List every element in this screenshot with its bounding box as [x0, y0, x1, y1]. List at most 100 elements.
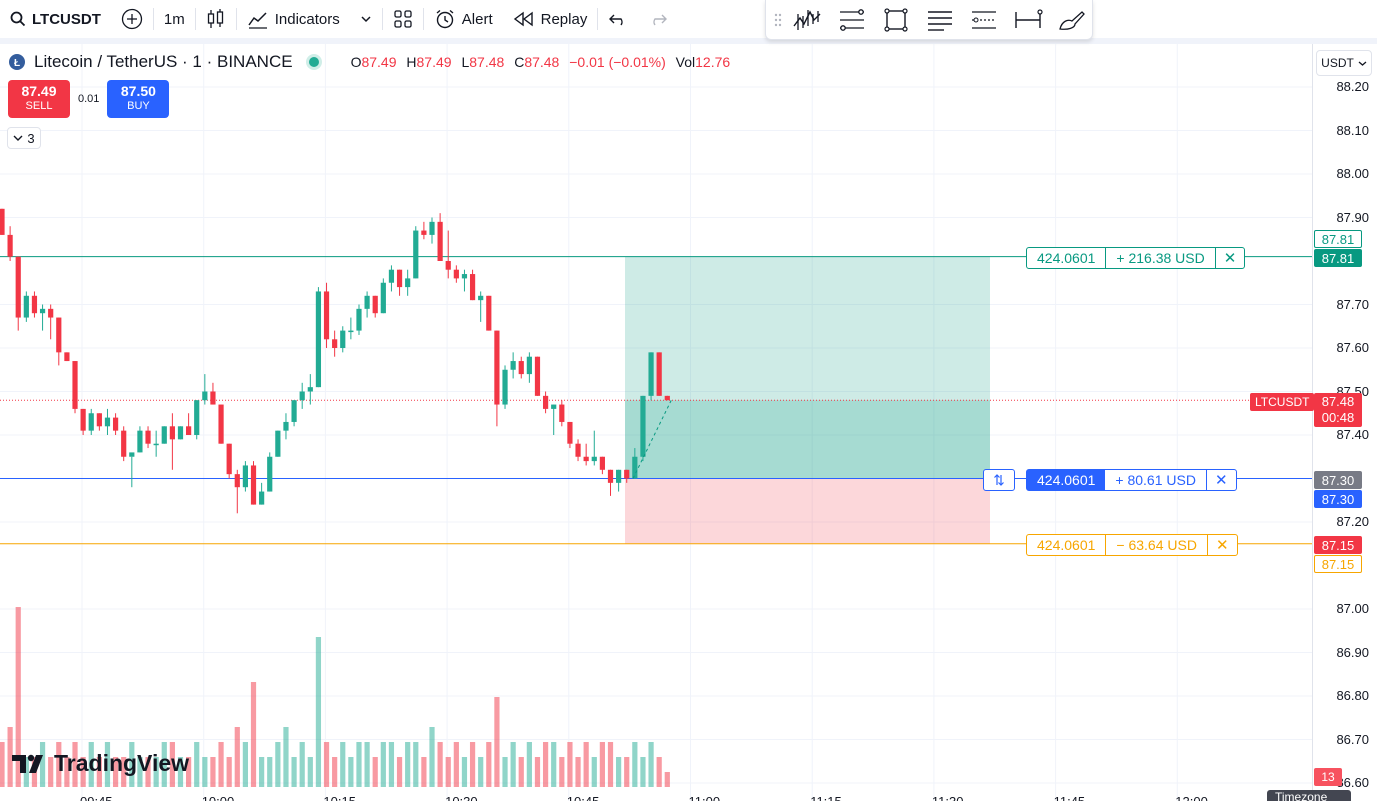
buy-label: BUY — [127, 100, 150, 112]
candle-body — [234, 474, 240, 488]
indicator-templates-button[interactable] — [350, 0, 382, 38]
undo-button[interactable] — [598, 0, 638, 38]
fib-tool-button[interactable] — [832, 5, 872, 35]
divider — [194, 8, 196, 30]
entry-axis-tag[interactable]: 87.30 — [1314, 490, 1362, 508]
measure-tool-button[interactable] — [1008, 5, 1048, 35]
close-icon[interactable]: ✕ — [1215, 537, 1229, 554]
volume-bar — [332, 757, 338, 787]
candle-body — [356, 308, 362, 331]
symbol-search-button[interactable]: LTCUSDT — [0, 0, 111, 38]
timezone-button[interactable]: Timezone — [1267, 790, 1351, 801]
text-tool-button[interactable] — [920, 5, 960, 35]
buy-button[interactable]: 87.50 BUY — [107, 80, 170, 118]
volume-bar — [607, 742, 614, 787]
position-path-line — [632, 399, 672, 479]
indicators-button[interactable]: Indicators — [237, 0, 350, 38]
volume-bar — [405, 742, 411, 787]
candle-body — [624, 469, 630, 479]
candle-body — [421, 230, 427, 235]
candle-body — [599, 456, 605, 470]
volume-bar — [194, 742, 200, 787]
candle-body — [299, 391, 305, 401]
sell-button[interactable]: 87.49 SELL — [8, 80, 70, 118]
take-profit-label[interactable]: 424.0601 + 216.38 USD ✕ — [1026, 247, 1246, 269]
candle-body — [607, 469, 614, 483]
candle-body — [145, 430, 151, 444]
candle-body — [567, 421, 573, 444]
interval-button[interactable]: 1m — [154, 0, 195, 38]
redo-button[interactable] — [638, 0, 678, 38]
candle-body — [23, 295, 29, 318]
volume-bar — [291, 757, 297, 787]
profit-zone — [625, 256, 990, 479]
stop-loss-label[interactable]: 424.0601 − 63.64 USD ✕ — [1026, 534, 1238, 556]
pattern-icon — [793, 9, 821, 30]
alert-button[interactable]: Alert — [424, 0, 503, 38]
entry-qty: 424.0601 — [1027, 470, 1106, 490]
chevron-down-icon — [361, 16, 371, 23]
candle-body — [413, 230, 419, 279]
candle-body — [461, 274, 468, 279]
stop-loss-axis-tag[interactable]: 87.15 — [1314, 536, 1362, 554]
candle-body — [332, 339, 338, 348]
indicators-collapse-button[interactable]: 3 — [7, 127, 41, 149]
candle-body — [137, 430, 143, 453]
divider — [381, 8, 383, 30]
loss-zone — [625, 478, 990, 544]
candle-body — [307, 387, 313, 392]
position-tool-button[interactable] — [964, 5, 1004, 35]
candle-body — [494, 330, 500, 405]
candle-body — [632, 456, 638, 479]
drag-handle[interactable] — [774, 10, 784, 30]
rectangle-tool-button[interactable] — [876, 5, 916, 35]
toolbar-bottom-border — [0, 38, 1377, 44]
chart-type-button[interactable] — [196, 0, 236, 38]
volume-bar — [542, 742, 549, 787]
candle-body — [259, 491, 265, 505]
volume-bar — [510, 742, 516, 787]
candle-body — [210, 391, 216, 405]
drawing-toolbar — [765, 0, 1093, 40]
volume-bar — [599, 742, 605, 787]
chevron-down-icon — [13, 135, 23, 141]
candle-body — [112, 417, 119, 431]
candle-body — [39, 308, 46, 314]
take-profit-axis-tag[interactable]: 87.81 — [1314, 249, 1362, 267]
close-icon[interactable]: ✕ — [1214, 472, 1228, 489]
volume-bar — [96, 757, 102, 787]
candle-body — [267, 456, 273, 492]
chevron-down-icon — [1358, 61, 1367, 66]
bar-countdown: 00:48 — [1321, 410, 1355, 425]
change-value: −0.01 (−0.01%) — [569, 54, 666, 70]
volume-bar — [421, 757, 427, 787]
pattern-tool-button[interactable] — [788, 5, 828, 35]
candle-body — [648, 352, 654, 396]
symbol-description[interactable]: Litecoin / TetherUS · 1 · BINANCE — [34, 52, 293, 71]
candle-body — [161, 426, 167, 444]
low-value: 87.48 — [469, 54, 505, 70]
candle-body — [583, 456, 589, 462]
volume-bar — [267, 757, 273, 787]
entry-position-label[interactable]: 424.0601 + 80.61 USD ✕ — [1026, 469, 1237, 491]
tradingview-logo[interactable]: TradingView — [12, 750, 189, 777]
candle-body — [56, 317, 62, 353]
svg-text:Ł: Ł — [14, 58, 20, 69]
close-icon[interactable]: ✕ — [1223, 250, 1237, 267]
volume-bar — [396, 757, 403, 787]
layouts-button[interactable] — [383, 0, 423, 38]
reverse-position-button[interactable] — [983, 469, 1015, 491]
volume-bar — [250, 682, 257, 787]
volume-bar — [121, 757, 127, 787]
currency-selector[interactable]: USDT — [1316, 50, 1372, 76]
brush-tool-button[interactable] — [1052, 5, 1092, 35]
candle-body — [169, 426, 175, 440]
replay-button[interactable]: Replay — [503, 0, 598, 38]
current-price-tag: 87.48 00:48 — [1314, 393, 1362, 427]
price-chart[interactable] — [0, 44, 1312, 801]
compare-symbol-button[interactable] — [111, 0, 153, 38]
candle-body — [469, 274, 476, 301]
alert-label: Alert — [461, 10, 493, 28]
volume-bar — [413, 742, 419, 787]
volume-bar — [104, 742, 111, 787]
